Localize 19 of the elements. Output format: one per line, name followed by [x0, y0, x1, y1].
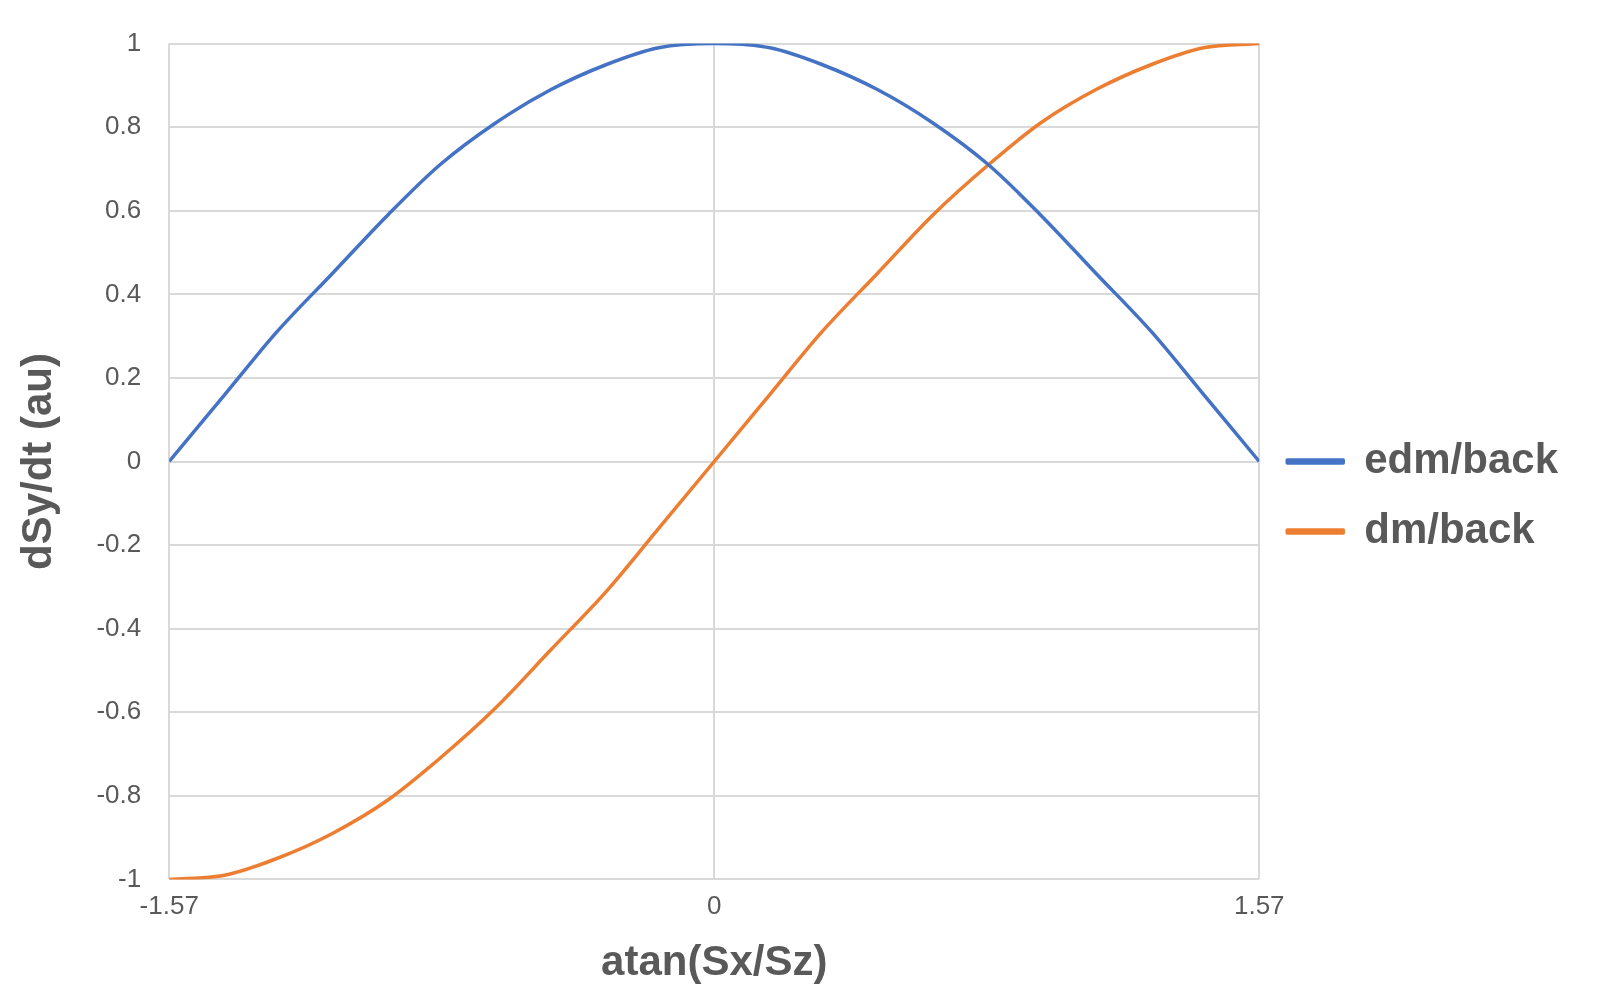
y-tick-label: 1	[126, 26, 142, 57]
y-tick-label: -0.8	[96, 778, 142, 809]
x-tick-label: 0	[706, 890, 722, 921]
y-tick-label: 0.8	[105, 110, 142, 141]
y-axis-title: dSy/dt (au)	[12, 353, 60, 570]
y-tick-label: -0.6	[96, 695, 142, 726]
y-tick-label: -0.4	[96, 611, 142, 642]
x-axis-title: atan(Sx/Sz)	[601, 937, 828, 985]
x-tick-label: -1.57	[139, 890, 199, 921]
x-tick-label: 1.57	[1233, 890, 1285, 921]
y-tick-label: 0.4	[105, 277, 142, 308]
legend-label: dm/back	[1364, 505, 1536, 553]
line-series	[169, 43, 1260, 880]
legend-label: edm/back	[1364, 435, 1559, 483]
y-tick-label: 0	[126, 444, 142, 475]
y-tick-label: -1	[118, 862, 142, 893]
y-tick-label: 0.6	[105, 193, 142, 224]
y-tick-label: 0.2	[105, 361, 142, 392]
y-tick-label: -0.2	[96, 528, 142, 559]
